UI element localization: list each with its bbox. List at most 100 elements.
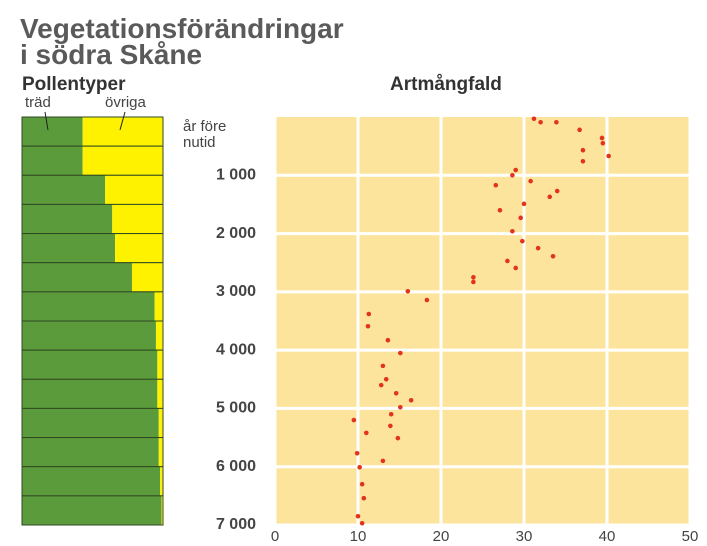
point [580,147,586,153]
x-tick-label: 10 [350,528,367,545]
bar-segment [161,495,163,525]
point [359,481,365,487]
x-tick-label: 50 [682,528,699,545]
y-tick-label: 3 000 [216,283,256,300]
bar-segment [22,175,106,205]
bar-segment [22,262,132,292]
y-tick-label: 7 000 [216,516,256,533]
bar-segment [157,350,163,380]
point [535,245,541,251]
point [471,279,476,285]
y-tick-label: 6 000 [216,458,256,475]
point [505,258,510,264]
bar-segment [22,233,116,263]
bar-segment [22,379,158,409]
x-tick-label: 0 [271,528,279,545]
bar-segment [82,117,163,147]
point [606,153,611,159]
point [398,350,403,356]
bar-segment [157,379,163,409]
point [521,201,527,207]
point [393,390,399,396]
point [554,188,560,194]
point [528,178,533,184]
y-tick-label: 2 000 [216,225,256,242]
point [365,323,371,329]
point [355,513,361,519]
point [354,451,360,456]
point [398,404,403,410]
point [383,376,389,382]
point [388,423,393,429]
bar-segment [22,408,159,438]
point [497,207,503,213]
title-line: Vegetationsförändringar [20,13,344,44]
point [577,127,582,133]
x-tick-label: 20 [433,528,450,545]
point [550,254,556,259]
point [380,458,386,464]
point [538,119,543,125]
title-line: i södra Skåne [20,39,202,70]
x-tick-label: 40 [599,528,616,545]
bar-segment [105,175,163,205]
bar-segment [22,350,158,380]
y-tick-label: 1 000 [216,167,256,184]
point [364,430,369,436]
point [424,297,430,303]
bar-segment [22,291,155,321]
bar-segment [131,262,163,292]
bar-segment [115,233,163,263]
point [518,215,523,221]
bar-segment [22,146,83,176]
bar-segment [158,408,163,438]
bar-segment [155,321,163,351]
point [359,520,365,526]
point [513,167,518,173]
panel-title: Pollentyper [22,74,126,95]
bar-segment [158,437,163,467]
y-axis-label: år före [183,118,226,135]
point [531,116,537,122]
bar-segment [22,117,83,147]
leader-line [119,111,126,131]
point [405,288,411,294]
bar-segment [22,204,113,234]
point [357,464,362,470]
point [351,417,357,423]
point [599,135,605,141]
legend-label: övriga [105,94,147,111]
legend-label: träd [25,94,51,111]
point [380,363,386,369]
bar-segment [154,291,163,321]
point [395,435,401,441]
point [520,238,525,244]
y-tick-label: 5 000 [216,400,256,417]
point [366,311,372,317]
leader-line [44,111,49,131]
plot-background [275,117,690,525]
bar-segment [112,204,163,234]
point [388,411,394,417]
panel-title: Artmångfald [390,74,502,95]
point [580,158,586,164]
point [510,228,515,234]
bar-segment [82,146,163,176]
point [513,265,518,271]
point [554,119,559,125]
y-axis-label: nutid [183,134,216,151]
point [510,172,515,178]
bar-segment [22,437,159,467]
point [547,194,553,200]
bar-segment [22,466,161,496]
point [471,274,476,280]
x-tick-label: 30 [516,528,533,545]
bar-segment [22,495,162,525]
y-tick-label: 4 000 [216,341,256,358]
point [385,337,391,343]
point [600,140,606,146]
bar-segment [22,321,156,351]
point [361,495,367,501]
point [378,382,384,388]
bar-segment [160,466,163,496]
